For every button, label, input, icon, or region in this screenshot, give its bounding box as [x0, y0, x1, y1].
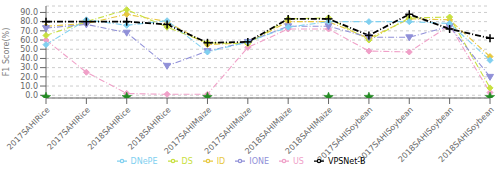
svg-text:60.0: 60.0 [20, 36, 38, 45]
svg-text:90.0: 90.0 [20, 8, 38, 17]
svg-text:2018SAHIRice: 2018SAHIRice [86, 105, 132, 151]
svg-text:70.0: 70.0 [20, 27, 38, 36]
svg-text:80.0: 80.0 [20, 17, 38, 26]
svg-text:2017SAHIRice: 2017SAHIRice [46, 105, 92, 151]
svg-text:0.0: 0.0 [25, 91, 38, 100]
svg-text:2018SAHIRice: 2018SAHIRice [126, 105, 172, 151]
svg-text:30.0: 30.0 [20, 63, 38, 72]
svg-text:2018SAHISoybean: 2018SAHISoybean [437, 105, 492, 164]
svg-text:10.0: 10.0 [20, 82, 38, 91]
svg-text:F1 Score(%): F1 Score(%) [8, 28, 11, 76]
svg-text:20.0: 20.0 [20, 73, 38, 82]
svg-text:50.0: 50.0 [20, 45, 38, 54]
svg-text:40.0: 40.0 [20, 54, 38, 63]
